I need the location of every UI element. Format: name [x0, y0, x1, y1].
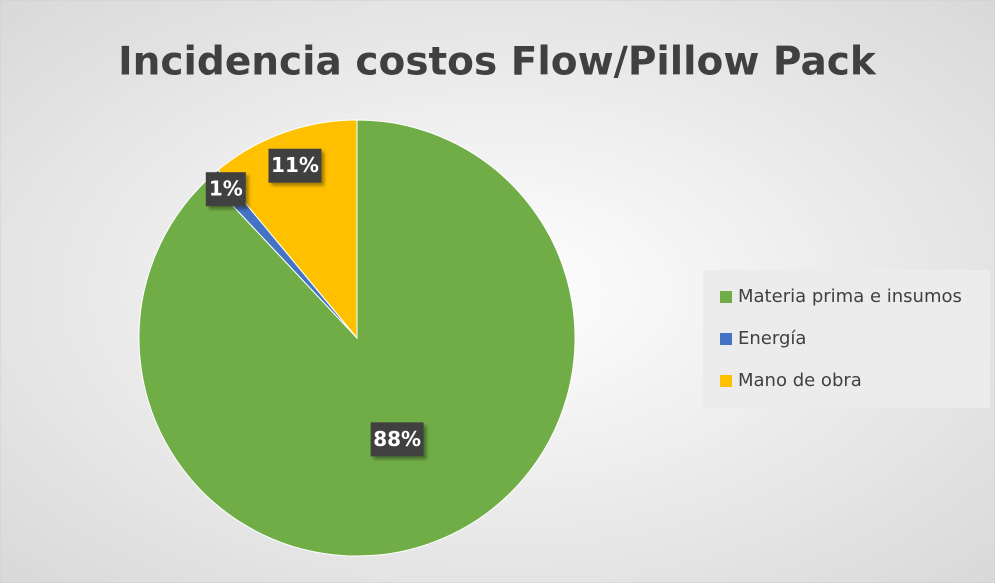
data-label: 88% [373, 427, 421, 451]
legend-label: Mano de obra [738, 370, 862, 391]
pie-slice [217, 119, 358, 340]
legend-label: Materia prima e insumos [738, 286, 962, 307]
data-label: 1% [209, 177, 243, 201]
legend-swatch [720, 291, 732, 303]
data-label-box [205, 172, 246, 207]
chart-title: Incidencia costos Flow/Pillow Pack [118, 40, 877, 85]
legend-box [703, 270, 990, 408]
legend-label: Energía [738, 328, 806, 349]
data-label: 11% [271, 153, 319, 177]
data-label-box [370, 422, 424, 457]
data-label-box [268, 148, 322, 183]
legend-swatch [720, 375, 732, 387]
legend-swatch [720, 333, 732, 345]
